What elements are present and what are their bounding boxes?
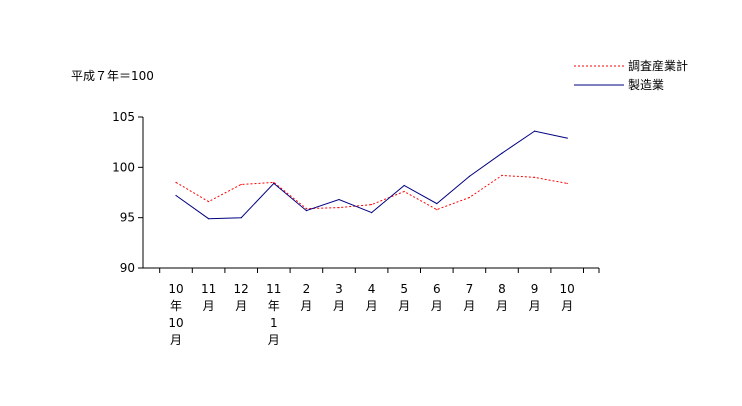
data-point: [338, 207, 340, 209]
x-tick-label: 月: [333, 299, 345, 313]
x-tick-label: 月: [561, 299, 573, 313]
x-tick-label: 月: [463, 299, 475, 313]
data-point: [436, 202, 438, 205]
x-tick-label: 10: [168, 316, 183, 330]
x-tick-label: 11: [266, 282, 281, 296]
data-point: [305, 208, 307, 210]
data-point: [436, 209, 438, 211]
data-point: [208, 200, 210, 203]
data-point: [501, 152, 503, 154]
data-point: [305, 210, 307, 212]
y-tick-label: 90: [120, 261, 135, 275]
x-tick-label: 月: [398, 299, 410, 313]
x-tick-label: 9: [531, 282, 539, 296]
data-point: [338, 198, 340, 201]
data-point: [273, 181, 275, 184]
data-point: [534, 176, 536, 178]
y-tick-label: 100: [112, 160, 135, 174]
data-point: [468, 196, 470, 199]
data-point: [501, 174, 503, 176]
data-point: [403, 184, 405, 187]
x-tick-label: 月: [529, 299, 541, 313]
x-tick-label: 11: [201, 282, 216, 296]
x-tick-label: 2: [303, 282, 311, 296]
x-tick-label: 6: [433, 282, 441, 296]
unit-note: 平成７年＝100: [71, 69, 154, 83]
data-point: [371, 212, 373, 214]
data-point: [468, 175, 470, 177]
data-point: [175, 181, 177, 184]
x-tick-label: 年: [170, 299, 182, 313]
x-tick-label: 5: [400, 282, 408, 296]
x-tick-label: 4: [368, 282, 376, 296]
legend-label: 製造業: [628, 78, 664, 92]
x-tick-label: 3: [335, 282, 343, 296]
data-point: [403, 190, 405, 193]
x-tick-label: 月: [366, 299, 378, 313]
x-tick-label: 7: [466, 282, 474, 296]
x-tick-label: 月: [268, 333, 280, 347]
x-tick-label: 10: [560, 282, 575, 296]
y-tick-label: 95: [120, 211, 135, 225]
x-tick-label: 8: [498, 282, 506, 296]
x-tick-label: 月: [496, 299, 508, 313]
data-point: [208, 218, 210, 220]
data-point: [566, 137, 568, 139]
axes: 90 95 100 105 10 年 10 月 11 月 12 月 11 年 1 月 2 月 3 月 4 月 5 月 6 月 7 月 8…: [112, 110, 600, 347]
x-tick-label: 1: [270, 316, 278, 330]
data-point: [175, 194, 177, 197]
x-tick-label: 月: [300, 299, 312, 313]
data-point: [273, 182, 275, 185]
legend-label: 調査産業計: [628, 58, 688, 73]
data-point: [566, 182, 568, 185]
series-lines: [175, 130, 568, 220]
y-tick-label: 105: [112, 110, 135, 124]
x-tick-label: 月: [235, 299, 247, 313]
x-tick-label: 月: [203, 299, 215, 313]
data-point: [534, 130, 536, 132]
series-line-2: [175, 130, 568, 220]
x-tick-label: 年: [268, 299, 280, 313]
x-tick-label: 12: [234, 282, 249, 296]
data-point: [240, 217, 242, 219]
x-tick-label: 10: [168, 282, 183, 296]
data-point: [240, 183, 242, 186]
data-point: [371, 203, 373, 206]
x-tick-label: 月: [431, 299, 443, 313]
x-tick-label: 月: [170, 333, 182, 347]
